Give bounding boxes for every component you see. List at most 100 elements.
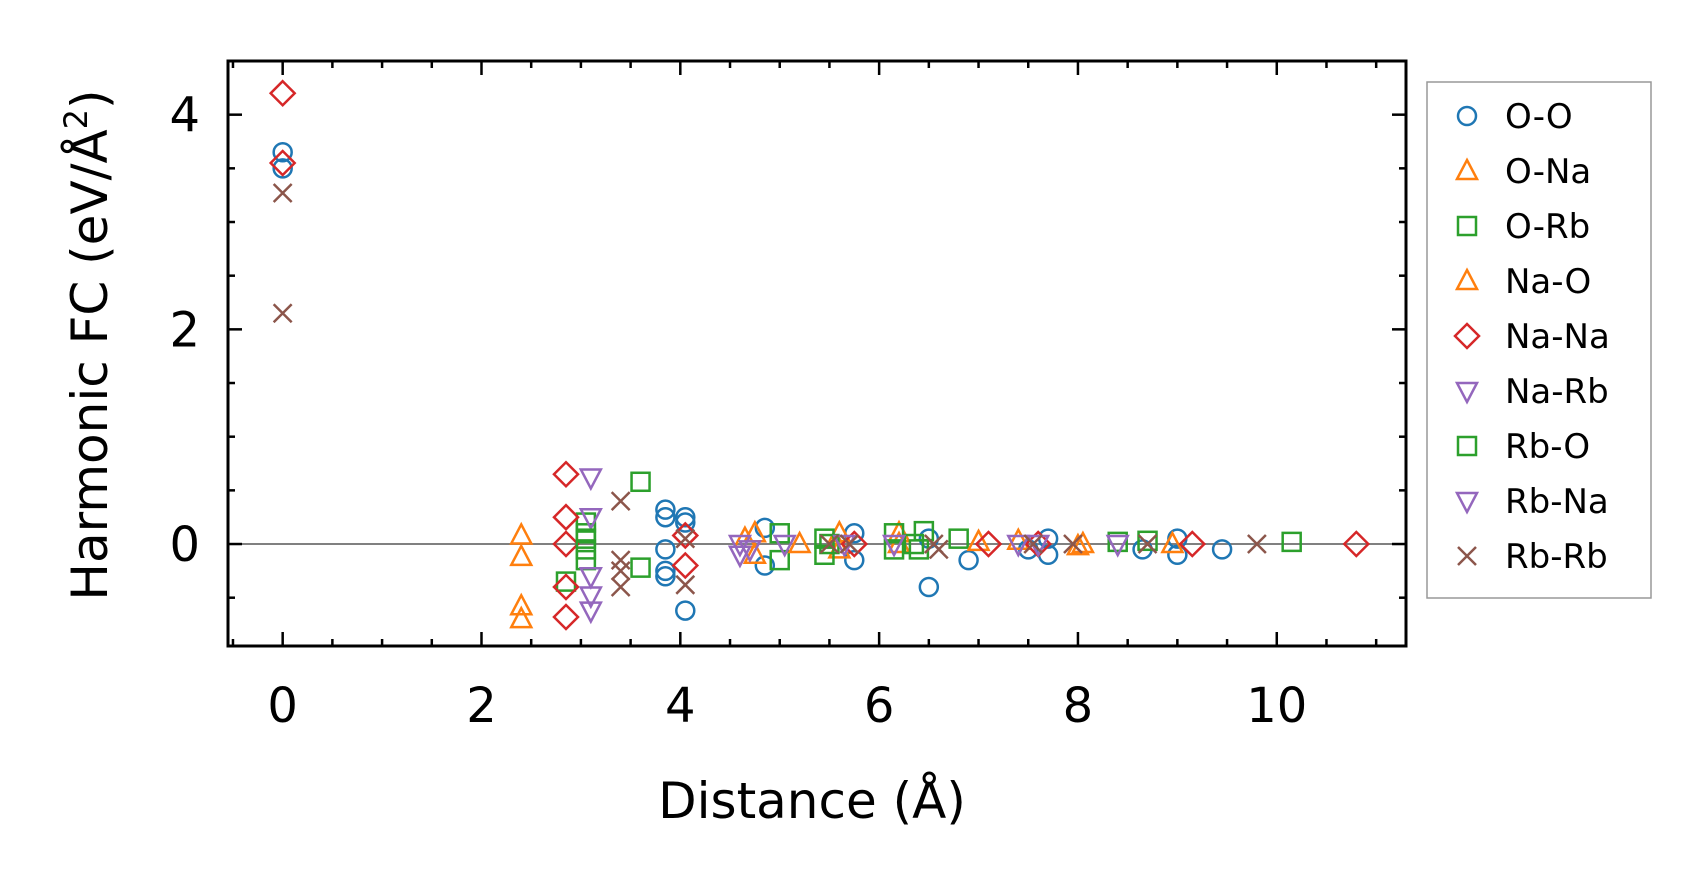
data-point-rb-rb [272,303,293,324]
data-point-na-na [552,603,580,631]
data-point-o-na [509,543,534,567]
x-tick-label: 2 [466,678,497,734]
data-point-o-rb [1137,530,1158,552]
data-point-rb-rb [610,550,631,571]
tick-labels-layer: 0 2 4 6 8 10 0 2 4 [169,88,1307,734]
data-point-na-rb [727,545,753,569]
data-point-rb-rb [839,534,860,554]
data-point-na-rb [578,507,603,531]
axis-ticks-layer [228,59,1406,646]
legend-marker-rb-rb [1457,546,1477,566]
legend-label-o-o: O-O [1505,97,1573,137]
data-point-rb-rb [819,534,840,554]
data-point-o-o [1211,539,1233,560]
data-point-rb-rb [610,577,631,597]
data-point-o-o [675,512,696,533]
legend-label-rb-rb: Rb-Rb [1505,537,1608,577]
x-tick-label: 4 [665,678,696,734]
data-point-na-o [787,530,812,554]
data-point-o-o [675,600,696,621]
data-point-na-rb [1006,534,1031,558]
data-point-o-rb [883,539,905,560]
data-point-rb-rb [675,528,696,549]
data-point-rb-rb [1247,534,1267,554]
data-point-o-o [655,565,676,587]
data-point-na-rb [578,468,603,492]
y-axis-title: Harmonic FC (eV/Å2) [57,89,119,600]
data-point-o-na [1006,527,1031,551]
y-tick-label: 0 [169,517,200,573]
data-point-o-o [754,555,776,576]
data-point-o-o [958,549,979,571]
data-point-rb-rb [1023,534,1044,554]
data-points-layer [268,79,1371,631]
data-point-o-na [509,605,534,629]
data-point-na-na [552,573,580,601]
data-point-o-o [655,499,676,520]
data-point-na-rb [578,601,603,625]
data-point-na-na [552,530,580,558]
y-tick-label: 4 [169,88,200,144]
data-point-o-o [918,576,940,598]
legend-marker-na-o [1454,267,1480,291]
data-point-rb-rb [928,539,949,560]
data-point-na-rb [1105,534,1130,558]
legend-marker-rb-na [1454,491,1480,515]
legend-label-na-o: Na-O [1505,262,1591,302]
legend-label-na-rb: Na-Rb [1505,372,1609,412]
data-point-o-na [742,541,767,565]
y-axis-title-close: ) [61,89,119,109]
data-point-rb-rb [610,560,631,581]
y-axis-title-superscript: 2 [57,109,95,129]
data-point-rb-rb [1137,534,1158,554]
data-point-o-rb [1281,531,1302,553]
data-point-na-rb [578,566,603,590]
data-point-o-rb [630,557,651,578]
legend-marker-na-na [1453,322,1481,350]
legend-label-rb-o: Rb-O [1505,427,1590,467]
data-point-na-na [671,551,700,580]
data-point-na-na [1342,530,1371,558]
legend-label-o-na: O-Na [1505,152,1591,192]
legend-frame [1426,81,1652,599]
data-point-rb-na [737,540,762,564]
data-point-na-na [552,460,580,489]
data-point-o-o [272,141,293,163]
data-point-o-o [675,506,696,528]
legend-marker-o-rb [1456,215,1478,237]
legend-marker-o-o [1456,105,1478,127]
data-point-o-rb [1107,531,1128,553]
legend-label-na-na: Na-Na [1505,317,1610,357]
data-point-o-rb [948,528,969,549]
x-tick-label: 8 [1063,678,1094,734]
data-point-na-rb [881,534,907,558]
legend-marker-rb-o [1456,435,1478,457]
data-point-rb-rb [675,574,696,595]
x-tick-label: 0 [267,678,298,734]
data-point-na-na [552,503,580,531]
y-axis-title-main: Harmonic FC (eV/Å [61,129,119,600]
legend-marker-na-rb [1454,381,1480,405]
legend-label-rb-na: Rb-Na [1505,482,1609,522]
plot-frame [226,59,1408,648]
data-point-o-o [272,158,293,179]
data-point-na-rb [578,586,603,610]
data-point-rb-rb [272,183,293,203]
data-point-o-o [754,517,776,539]
data-point-na-na [1178,530,1207,558]
legend: O-O O-Na O-Rb Na-O Na-Na Na-Rb Rb-O Rb-Na Rb-Rb [1426,81,1652,599]
data-point-rb-o [575,528,597,549]
data-point-o-rb [883,523,905,544]
legend-label-o-rb: O-Rb [1505,207,1590,247]
data-point-o-rb [575,549,597,571]
data-point-na-na [974,530,1003,558]
data-point-o-rb [814,544,835,566]
data-point-rb-rb [610,491,631,511]
data-point-na-na [268,149,297,177]
data-point-o-na [1160,530,1185,554]
data-point-o-rb [555,571,577,592]
data-point-o-o [655,506,676,528]
data-point-o-o [655,539,676,560]
y-tick-label: 2 [169,302,200,358]
